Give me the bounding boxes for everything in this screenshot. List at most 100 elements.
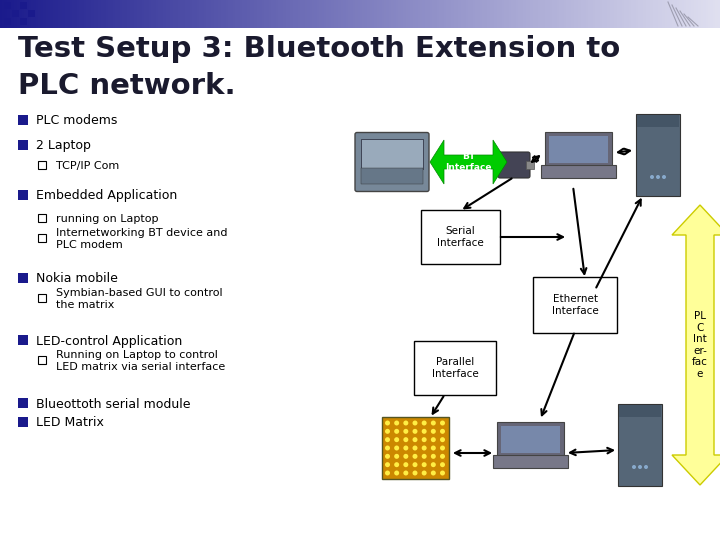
Text: 2 Laptop: 2 Laptop [36, 139, 91, 152]
Bar [600, 0, 603, 28]
FancyBboxPatch shape [544, 132, 611, 166]
FancyBboxPatch shape [492, 455, 567, 468]
Bar [55, 0, 58, 28]
Circle shape [385, 437, 390, 442]
Polygon shape [672, 205, 720, 485]
Bar [473, 0, 475, 28]
Bar [708, 0, 711, 28]
Bar [252, 0, 254, 28]
Bar [228, 0, 230, 28]
Bar [617, 0, 619, 28]
Bar [48, 0, 50, 28]
Text: Symbian-based GUI to control
the matrix: Symbian-based GUI to control the matrix [56, 288, 222, 310]
FancyBboxPatch shape [498, 152, 530, 178]
Bar [665, 0, 667, 28]
Circle shape [385, 462, 390, 467]
Bar [250, 0, 252, 28]
Bar [12, 0, 14, 28]
Bar [569, 0, 571, 28]
Circle shape [403, 429, 408, 434]
Bar [434, 0, 437, 28]
Text: PL
C
Int
er-
fac
e: PL C Int er- fac e [692, 311, 708, 379]
Bar [578, 0, 581, 28]
Text: Ethernet
Interface: Ethernet Interface [552, 294, 598, 316]
Bar [218, 0, 221, 28]
Bar [182, 0, 185, 28]
Bar [38, 294, 46, 302]
Bar [696, 0, 698, 28]
Bar [394, 0, 396, 28]
Bar [703, 0, 706, 28]
Bar [405, 0, 408, 28]
Circle shape [431, 446, 436, 450]
Bar [86, 0, 89, 28]
Bar [84, 0, 86, 28]
Bar [504, 0, 506, 28]
Bar [20, 2, 27, 9]
Bar [259, 0, 261, 28]
Bar [523, 0, 526, 28]
FancyBboxPatch shape [637, 115, 679, 127]
Bar [526, 0, 528, 28]
FancyBboxPatch shape [533, 277, 617, 333]
Bar [441, 0, 444, 28]
Bar [243, 0, 245, 28]
Bar [432, 0, 434, 28]
Bar [31, 0, 34, 28]
Bar [333, 0, 336, 28]
Circle shape [632, 465, 636, 469]
Circle shape [440, 470, 445, 476]
Bar [209, 0, 211, 28]
Bar [398, 0, 401, 28]
Bar [413, 0, 415, 28]
Bar [391, 0, 394, 28]
FancyBboxPatch shape [497, 422, 564, 456]
Bar [63, 0, 65, 28]
Bar [194, 0, 197, 28]
Bar [72, 0, 74, 28]
Bar [528, 0, 531, 28]
Circle shape [638, 465, 642, 469]
FancyBboxPatch shape [361, 138, 423, 168]
Bar [367, 0, 369, 28]
Bar [74, 0, 77, 28]
Bar [509, 0, 511, 28]
Bar [19, 0, 22, 28]
Bar [312, 0, 315, 28]
Bar [531, 0, 533, 28]
Circle shape [644, 465, 648, 469]
Bar [585, 0, 588, 28]
Bar [358, 0, 360, 28]
Bar [117, 0, 120, 28]
Bar [96, 0, 99, 28]
Circle shape [422, 446, 427, 450]
Bar [675, 0, 677, 28]
Bar [437, 0, 439, 28]
Bar [662, 0, 665, 28]
Circle shape [413, 437, 418, 442]
Bar [562, 0, 564, 28]
Bar [113, 0, 115, 28]
Bar [341, 0, 343, 28]
Bar [351, 0, 353, 28]
Circle shape [422, 429, 427, 434]
Bar [449, 0, 451, 28]
Bar [698, 0, 701, 28]
Circle shape [413, 429, 418, 434]
Bar [149, 0, 151, 28]
Bar [706, 0, 708, 28]
Bar [482, 0, 485, 28]
Bar [4, 2, 11, 9]
Bar [225, 0, 228, 28]
Bar [521, 0, 523, 28]
Bar [677, 0, 679, 28]
Bar [180, 0, 182, 28]
Bar [365, 0, 367, 28]
Circle shape [403, 437, 408, 442]
Bar [605, 0, 607, 28]
Bar [135, 0, 137, 28]
Bar [146, 0, 149, 28]
Bar [497, 0, 499, 28]
Bar [151, 0, 153, 28]
Bar [372, 0, 374, 28]
